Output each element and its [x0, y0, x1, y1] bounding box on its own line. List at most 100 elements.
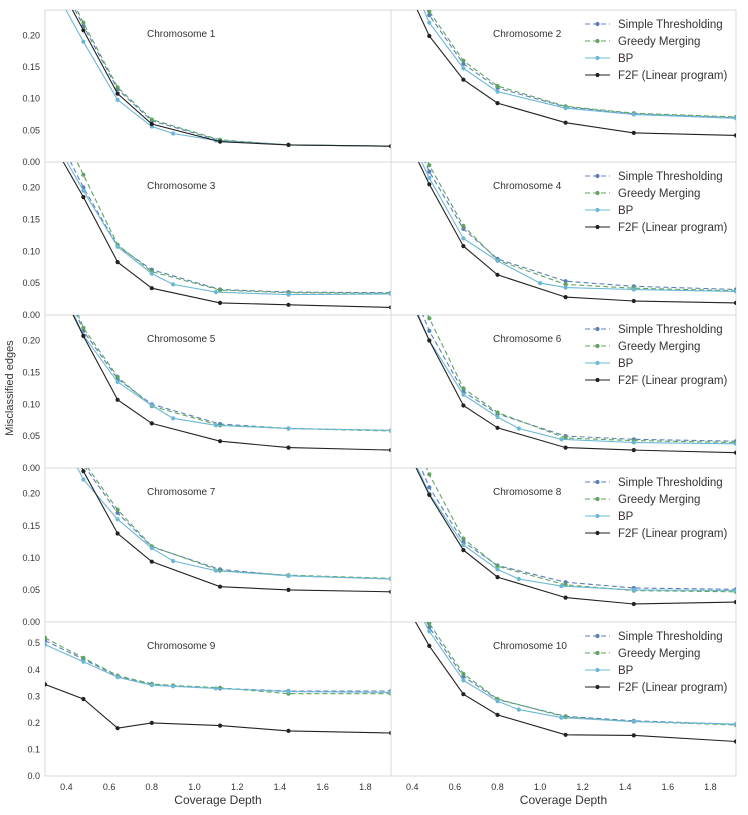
data-point [461, 671, 466, 676]
data-point [115, 726, 120, 731]
y-tick-label: 0.20 [22, 489, 40, 499]
data-point [115, 379, 120, 384]
y-tick-label: 0.20 [22, 30, 40, 40]
panel-frame [390, 314, 737, 469]
data-point [631, 298, 636, 304]
data-point [461, 536, 466, 541]
legend-label: BP [618, 511, 634, 523]
data-point [733, 300, 736, 305]
legend-marker [595, 207, 600, 213]
data-point [461, 236, 466, 241]
y-tick-label: 0.05 [22, 431, 40, 441]
y-tick-label: 0.0 [27, 771, 40, 781]
data-point [218, 685, 223, 690]
panel-title: Chromosome 10 [493, 641, 567, 652]
data-point [115, 397, 120, 402]
panel-3: 0.00 0.05 0.10 0.15 0.20 Chromosome 3 [22, 161, 392, 320]
panel-5: 0.00 0.05 0.10 0.15 0.20 Chromosome 5 [22, 314, 392, 473]
data-point [427, 33, 432, 39]
data-point [427, 629, 432, 634]
data-point [149, 286, 154, 291]
legend: Simple Thresholding Greedy Merging BP F2F (… [585, 631, 727, 694]
legend-marker [595, 360, 600, 366]
legend-label: Simple Thresholding [618, 324, 723, 336]
data-point [563, 715, 568, 720]
legend-label: F2F (Linear program) [618, 70, 727, 82]
data-point [461, 392, 466, 397]
legend-marker [595, 667, 600, 673]
y-tick-label: 0.00 [22, 157, 40, 167]
data-point [388, 144, 391, 149]
data-point [559, 584, 564, 589]
data-point [81, 195, 86, 200]
data-point [213, 290, 218, 295]
data-point [461, 226, 466, 231]
y-tick-label: 0.5 [27, 638, 40, 648]
x-tick-label: 1.4 [619, 782, 632, 792]
data-point [218, 139, 223, 144]
y-tick-label: 0.00 [22, 310, 40, 320]
data-point [115, 97, 120, 102]
panel-title: Chromosome 2 [493, 29, 562, 40]
data-point [427, 163, 432, 168]
y-tick-label: 0.20 [22, 183, 40, 193]
legend-label: Simple Thresholding [618, 171, 723, 183]
data-point [81, 28, 86, 33]
data-point [733, 450, 736, 455]
series-line [76, 162, 391, 294]
data-point [427, 20, 432, 25]
data-point [631, 601, 636, 607]
data-point [115, 244, 120, 249]
legend-marker [595, 684, 600, 690]
data-point [495, 699, 500, 704]
data-point [631, 587, 636, 593]
y-tick-label: 0.10 [22, 94, 40, 104]
x-axis-label: Coverage Depth [174, 793, 261, 807]
data-point [149, 683, 154, 688]
x-tick-label: 0.4 [406, 782, 419, 792]
y-tick-label: 0.15 [22, 62, 40, 72]
data-point [286, 426, 291, 431]
data-point [115, 675, 120, 680]
data-point [563, 732, 568, 737]
data-point [171, 558, 176, 564]
series-line [76, 468, 391, 580]
legend-label: Greedy Merging [618, 648, 700, 660]
legend-label: F2F (Linear program) [618, 528, 727, 540]
data-point [495, 575, 500, 580]
data-point [559, 715, 564, 720]
chart-panels: 0.00 0.05 0.10 0.15 0.20 Chromosome 1 Chromoso… [22, 9, 737, 807]
data-point [631, 287, 636, 292]
x-tick-label: 1.6 [662, 782, 675, 792]
y-tick-label: 0.00 [22, 463, 40, 473]
legend-marker [595, 479, 600, 485]
data-point [388, 291, 391, 297]
legend-label: Greedy Merging [618, 188, 700, 200]
data-point [149, 421, 154, 426]
x-tick-label: 0.4 [60, 782, 73, 792]
data-point [495, 89, 500, 94]
legend-label: BP [618, 53, 634, 65]
data-point [149, 403, 154, 408]
data-point [388, 428, 391, 433]
data-point [495, 564, 500, 569]
data-point [213, 423, 218, 428]
y-tick-label: 0.15 [22, 214, 40, 224]
legend-marker [595, 326, 600, 332]
data-point [427, 328, 432, 333]
y-tick-label: 0.05 [22, 125, 40, 135]
legend-label: Greedy Merging [618, 36, 700, 48]
x-tick-label: 0.6 [449, 782, 462, 792]
data-point [563, 106, 568, 111]
data-point [149, 546, 154, 551]
data-point [218, 723, 223, 728]
legend-marker [595, 72, 600, 78]
panel-title: Chromosome 4 [493, 181, 562, 192]
data-point [631, 733, 636, 738]
data-point [213, 686, 218, 691]
data-point [461, 223, 466, 228]
series-line [422, 315, 736, 442]
data-point [733, 133, 736, 138]
y-tick-label: 0.3 [27, 691, 40, 701]
legend-label: F2F (Linear program) [618, 375, 727, 387]
